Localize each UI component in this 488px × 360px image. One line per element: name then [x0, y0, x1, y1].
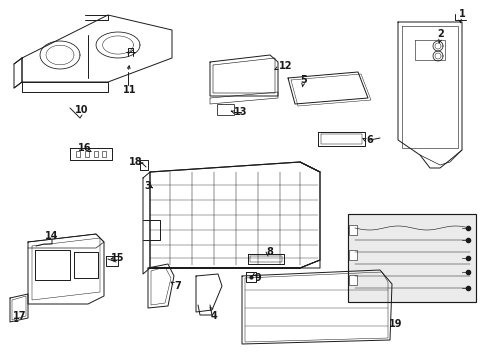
Text: 12: 12: [279, 61, 292, 71]
Text: 10: 10: [75, 105, 88, 115]
Bar: [348, 275, 356, 285]
Bar: [102, 151, 106, 157]
Text: 2: 2: [437, 29, 444, 39]
Text: 17: 17: [13, 311, 27, 321]
Bar: [348, 250, 356, 260]
Text: 3: 3: [144, 181, 151, 191]
Bar: [76, 151, 80, 157]
Bar: [348, 225, 356, 235]
Text: 11: 11: [123, 85, 137, 95]
Bar: [85, 151, 89, 157]
Text: 13: 13: [234, 107, 247, 117]
FancyBboxPatch shape: [217, 104, 234, 116]
Text: 9: 9: [254, 273, 261, 283]
Text: 7: 7: [174, 281, 181, 291]
Text: 19: 19: [388, 319, 402, 329]
Text: 18: 18: [129, 157, 142, 167]
Text: 15: 15: [111, 253, 124, 263]
Text: 8: 8: [266, 247, 273, 257]
Text: 14: 14: [45, 231, 59, 241]
Bar: [94, 151, 98, 157]
Text: 6: 6: [366, 135, 373, 145]
Text: 16: 16: [78, 143, 92, 153]
Text: 1: 1: [458, 9, 465, 19]
FancyBboxPatch shape: [347, 214, 475, 302]
Text: 4: 4: [210, 311, 217, 321]
Text: 5: 5: [300, 75, 307, 85]
